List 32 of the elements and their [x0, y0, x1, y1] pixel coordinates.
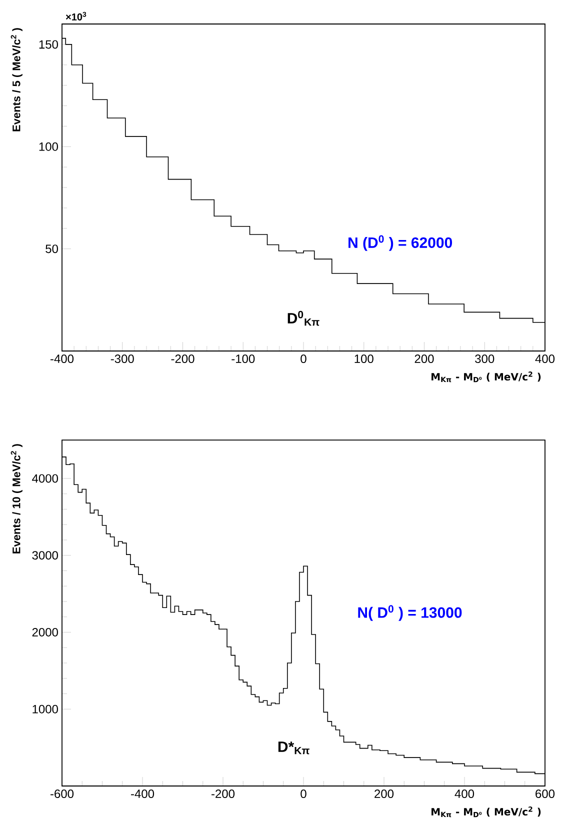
- annotation: N( D$^{0}$ ) = 13000: [358, 605, 462, 621]
- y-tick-label: 1000: [32, 704, 58, 714]
- x-tick-label: -300: [110, 354, 134, 364]
- x-tick-label: 0: [300, 354, 306, 364]
- y-axis-title: Events / 5 ( MeV/c$^{2}$ ): [10, 28, 22, 132]
- y-tick-label: 50: [46, 244, 58, 254]
- y-tick-label: 4000: [32, 474, 58, 483]
- y-tick-label: 150: [39, 40, 58, 49]
- text: ×10$^{3}$: [66, 12, 86, 20]
- x-tick-label: -400: [50, 354, 74, 364]
- annotation: D*$_{Kπ}$: [278, 742, 310, 754]
- x-axis-title: M$_{Kπ}$ - M$_{D⁰}$ ( MeV/c$^{2}$ ): [432, 372, 541, 382]
- y-tick-label: 3000: [32, 551, 58, 560]
- x-tick-label: 200: [374, 790, 394, 798]
- x-tick-label: -200: [171, 354, 194, 364]
- x-tick-label: -600: [50, 790, 74, 798]
- x-tick-label: 100: [354, 354, 374, 364]
- x-tick-label: -100: [232, 354, 255, 364]
- x-tick-label: 600: [536, 790, 555, 798]
- x-tick-label: -400: [131, 790, 154, 798]
- annotation: D$^{0}$Kπ: [288, 310, 320, 326]
- y-tick-label: 2000: [32, 628, 58, 636]
- x-tick-label: 0: [300, 790, 306, 798]
- y-tick-label: 100: [39, 142, 58, 151]
- y-axis-title: Events / 10 ( MeV/c$^{2}$ ): [10, 444, 22, 554]
- x-tick-label: -200: [212, 790, 235, 798]
- x-tick-label: 300: [475, 354, 494, 364]
- x-tick-label: 400: [454, 790, 474, 798]
- x-tick-label: 200: [414, 354, 434, 364]
- x-tick-label: 400: [535, 354, 555, 364]
- annotation: N (D$^{0}$ ) = 62000: [348, 235, 452, 251]
- x-axis-title: M$_{Kπ}$ - M$_{D⁰}$ ( MeV/c$^{2}$ ): [432, 806, 541, 818]
